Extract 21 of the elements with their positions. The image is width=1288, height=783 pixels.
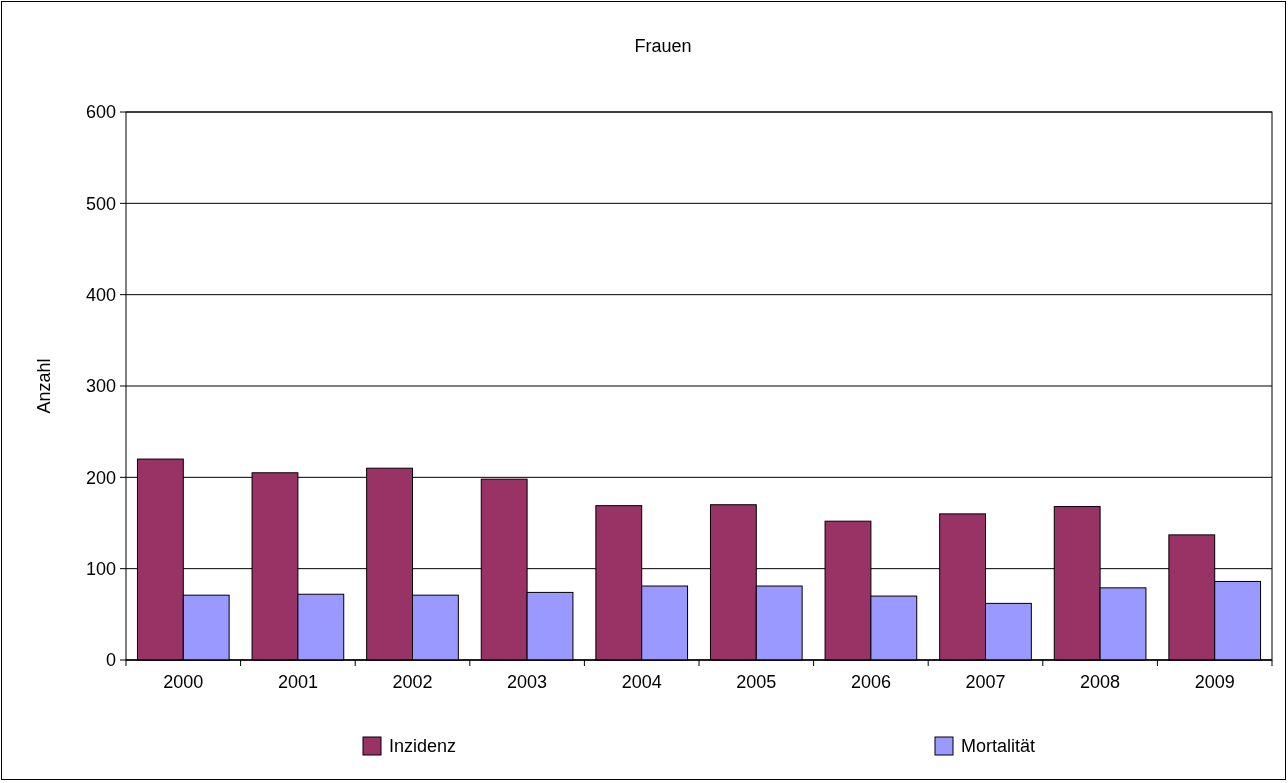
x-tick-label: 2005 [736,672,777,692]
y-tick-label: 300 [85,376,116,397]
y-tick-label: 500 [85,193,116,214]
y-axis-title: Anzahl [34,358,54,414]
x-tick-label: 2000 [163,672,204,692]
y-tick-label: 600 [85,102,116,123]
y-tick-label: 100 [85,558,116,579]
x-tick-label: 2009 [1194,672,1235,692]
x-tick-label: 2001 [277,672,318,692]
legend-label: Inzidenz [389,736,457,757]
chart-title: Frauen [634,36,692,56]
x-tick-label: 2002 [392,672,433,692]
legend-label: Mortalität [961,736,1036,757]
x-tick-label: 2008 [1080,672,1121,692]
x-tick-label: 2003 [507,672,548,692]
y-tick-label: 0 [105,650,116,671]
y-tick-label: 400 [85,284,116,305]
x-tick-label: 2004 [621,672,662,692]
y-tick-label: 200 [85,467,116,488]
x-tick-label: 2007 [965,672,1006,692]
x-tick-label: 2006 [850,672,891,692]
